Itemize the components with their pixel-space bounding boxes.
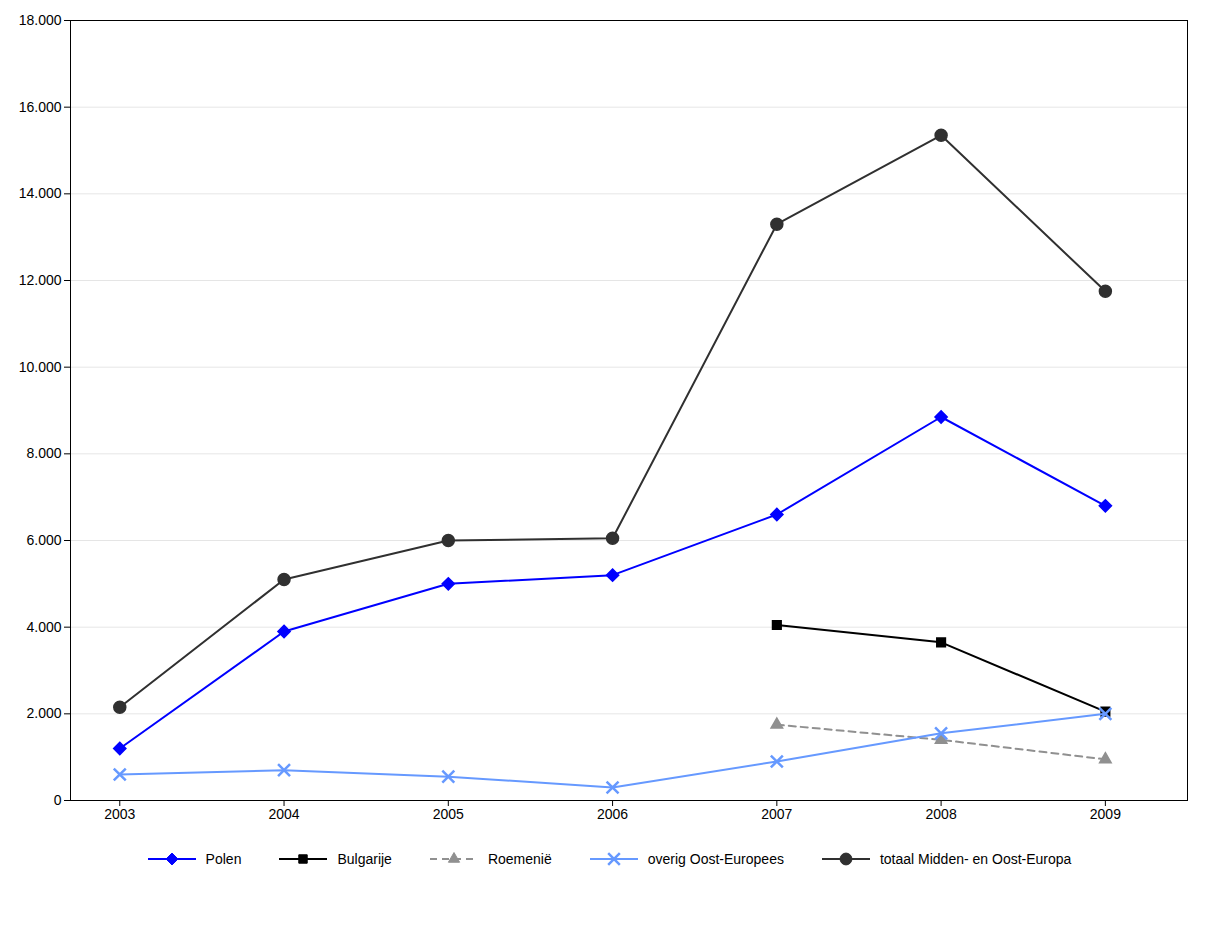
html-text:Bulgarije: Bulgarije bbox=[337, 851, 392, 867]
svg-text:2004: 2004 bbox=[268, 806, 299, 822]
svg-text:14.000: 14.000 bbox=[19, 185, 62, 201]
svg-text:2008: 2008 bbox=[926, 806, 957, 822]
svg-text:8.000: 8.000 bbox=[26, 445, 61, 461]
svg-text:2007: 2007 bbox=[761, 806, 792, 822]
svg-text:0: 0 bbox=[54, 792, 62, 808]
html-text:totaal Midden- en Oost-Europa: totaal Midden- en Oost-Europa bbox=[879, 851, 1072, 867]
svg-text:2005: 2005 bbox=[433, 806, 464, 822]
html-text:Polen: Polen bbox=[205, 851, 242, 867]
svg-text:2006: 2006 bbox=[597, 806, 628, 822]
svg-text:2.000: 2.000 bbox=[26, 705, 61, 721]
svg-text:4.000: 4.000 bbox=[26, 619, 61, 635]
svg-text:16.000: 16.000 bbox=[19, 99, 62, 115]
svg-text:2009: 2009 bbox=[1090, 806, 1121, 822]
svg-text:18.000: 18.000 bbox=[19, 12, 62, 28]
svg-text:12.000: 12.000 bbox=[19, 272, 62, 288]
html-text:overig Oost-Europees: overig Oost-Europees bbox=[647, 851, 784, 867]
svg-text:2003: 2003 bbox=[104, 806, 135, 822]
html-text:Roemenië: Roemenië bbox=[487, 851, 552, 867]
svg-text:10.000: 10.000 bbox=[19, 359, 62, 375]
svg-text:6.000: 6.000 bbox=[26, 532, 61, 548]
